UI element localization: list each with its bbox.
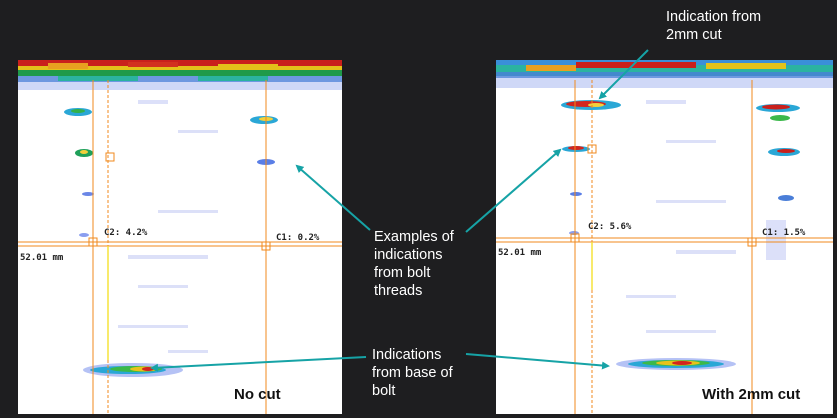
thread-indications (561, 100, 800, 235)
panel-caption: No cut (234, 386, 281, 403)
surface-noise-band (18, 60, 342, 90)
callout-line: from bolt (374, 265, 431, 281)
callout-base-indications: Indications from base of bolt (372, 346, 453, 400)
panel-caption: With 2mm cut (702, 386, 801, 403)
thread-indications (64, 108, 278, 237)
callout-line: threads (374, 283, 423, 299)
background-speckle (118, 100, 218, 353)
scan-panel-no-cut: C2: 4.2% C1: 0.2% 52.01 mm No cut (18, 60, 342, 414)
callout-line: Examples of (374, 229, 454, 245)
scan-panel-with-cut: C2: 5.6% C1: 1.5% 52.01 mm With 2mm cut (496, 60, 833, 414)
background-speckle (626, 100, 786, 333)
base-indication (616, 358, 736, 370)
callout-thread-examples: Examples of indications from bolt thread… (374, 228, 454, 300)
callout-line: indications (374, 247, 443, 263)
depth-readout: 52.01 mm (498, 248, 542, 258)
surface-noise-band (496, 60, 833, 88)
callout-line: bolt (372, 383, 396, 399)
callout-line: from base of (372, 365, 453, 381)
callout-line: Indications (372, 347, 442, 363)
callout-line: Indication from (666, 9, 762, 25)
depth-readout: 52.01 mm (20, 253, 64, 263)
base-indication (83, 363, 183, 377)
scan-image-with-cut (496, 60, 833, 414)
cursor-c1-label: C1: 0.2% (276, 233, 320, 243)
callout-cut-indication: Indication from 2mm cut (666, 8, 761, 44)
cursor-c1-label: C1: 1.5% (762, 228, 806, 238)
callout-line: 2mm cut (666, 27, 722, 43)
cursor-c2-label: C2: 4.2% (104, 228, 148, 238)
cursor-c2-label: C2: 5.6% (588, 222, 632, 232)
